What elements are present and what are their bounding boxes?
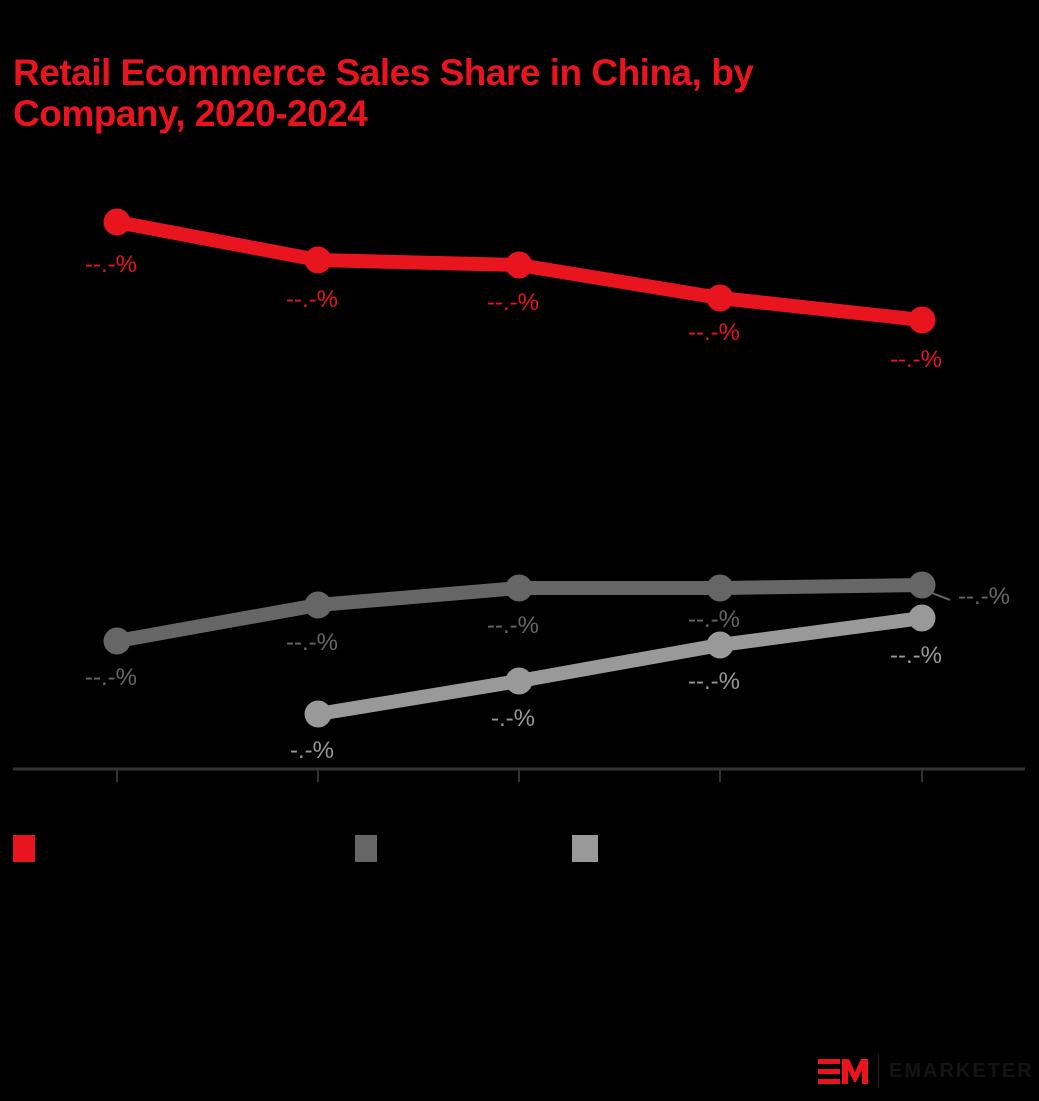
data-label-2-2022: --.-% <box>487 612 539 639</box>
data-labels: --.-% --.-% --.-% --.-% --.-% --.-% --.-% --.-%… <box>85 251 1010 764</box>
data-point-2-2022 <box>505 574 533 602</box>
legend-item-3 <box>572 834 608 862</box>
logo-text: EMARKETER <box>889 1059 1034 1082</box>
data-point-1-2023 <box>706 284 734 312</box>
legend-swatch-2 <box>355 834 377 862</box>
data-label-2-2021: --.-% <box>286 629 338 656</box>
data-point-1-2020 <box>103 208 131 236</box>
legend <box>0 834 1039 862</box>
data-point-1-2024 <box>908 306 936 334</box>
data-point-2-2023 <box>706 574 734 602</box>
data-label-3-2024: --.-% <box>890 642 942 669</box>
chart-title: Retail Ecommerce Sales Share in China, b… <box>13 52 754 134</box>
data-label-2-2024: --.-% <box>958 583 1010 610</box>
legend-item-1 <box>13 834 45 862</box>
data-label-3-2022: -.-% <box>491 705 535 732</box>
data-label-1-2021: --.-% <box>286 286 338 313</box>
emarketer-logo: EMARKETER <box>818 1054 1034 1088</box>
data-label-2-2020: --.-% <box>85 664 137 691</box>
data-point-1-2022 <box>505 251 533 279</box>
data-label-3-2021: -.-% <box>290 737 334 764</box>
data-label-3-2023: --.-% <box>688 668 740 695</box>
data-point-3-2022 <box>505 667 533 695</box>
x-axis <box>13 767 1025 782</box>
legend-swatch-3 <box>572 834 598 862</box>
data-label-2-2023: --.-% <box>688 606 740 633</box>
data-point-3-2023 <box>706 631 734 659</box>
data-label-1-2022: --.-% <box>487 289 539 316</box>
legend-swatch-1 <box>13 834 35 862</box>
legend-item-2 <box>355 834 387 862</box>
series-line-3 <box>316 611 923 721</box>
data-point-2-2020 <box>103 627 131 655</box>
data-point-3-2021 <box>304 700 332 728</box>
logo-divider <box>878 1054 879 1088</box>
data-point-2-2021 <box>304 591 332 619</box>
data-label-1-2024: --.-% <box>890 346 942 373</box>
data-point-2-2024 <box>908 571 936 599</box>
data-label-1-2020: --.-% <box>85 251 137 278</box>
series-layer <box>103 208 936 728</box>
data-point-3-2024 <box>908 604 936 632</box>
em-logo-icon <box>818 1059 868 1084</box>
label-leader-line <box>931 592 951 601</box>
data-point-1-2021 <box>304 246 332 274</box>
data-label-1-2023: --.-% <box>688 319 740 346</box>
